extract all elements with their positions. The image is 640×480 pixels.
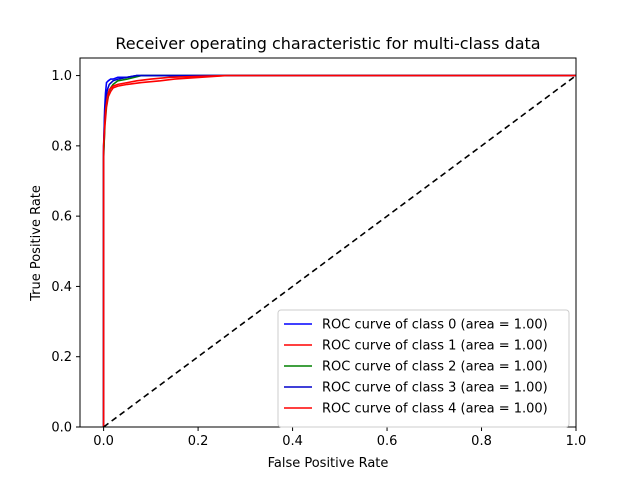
y-axis: 0.0 0.2 0.4 0.6 0.8 1.0	[51, 69, 80, 436]
x-tick-label: 0.8	[471, 434, 492, 449]
roc-curve-class-4	[102, 74, 576, 427]
y-axis-label: True Positive Rate	[29, 185, 44, 302]
x-tick-label: 0.4	[282, 434, 303, 449]
x-tick-label: 0.6	[377, 434, 398, 449]
legend-entry-class-0: ROC curve of class 0 (area = 1.00)	[322, 318, 548, 333]
plot-area	[102, 74, 576, 427]
x-axis: 0.0 0.2 0.4 0.6 0.8 1.0	[93, 427, 586, 449]
legend-entry-class-2: ROC curve of class 2 (area = 1.00)	[322, 360, 548, 375]
y-tick-label: 0.2	[51, 350, 72, 365]
legend-box	[277, 309, 570, 428]
y-tick-label: 0.0	[51, 421, 72, 436]
chance-diagonal-line	[103, 74, 576, 427]
x-tick-label: 1.0	[566, 434, 587, 449]
legend-entry-class-4: ROC curve of class 4 (area = 1.00)	[322, 402, 548, 417]
y-tick-label: 0.8	[51, 139, 72, 154]
y-tick-label: 1.0	[51, 69, 72, 84]
x-tick-label: 0.2	[188, 434, 209, 449]
y-tick-label: 0.4	[51, 280, 72, 295]
legend: ROC curve of class 0 (area = 1.00) ROC cu…	[277, 309, 570, 428]
legend-entry-class-3: ROC curve of class 3 (area = 1.00)	[322, 381, 548, 396]
x-axis-label: False Positive Rate	[268, 456, 389, 471]
y-tick-label: 0.6	[51, 210, 72, 225]
legend-entry-class-1: ROC curve of class 1 (area = 1.00)	[322, 339, 548, 354]
chart-title: Receiver operating characteristic for mu…	[115, 34, 540, 53]
x-tick-label: 0.0	[93, 434, 114, 449]
